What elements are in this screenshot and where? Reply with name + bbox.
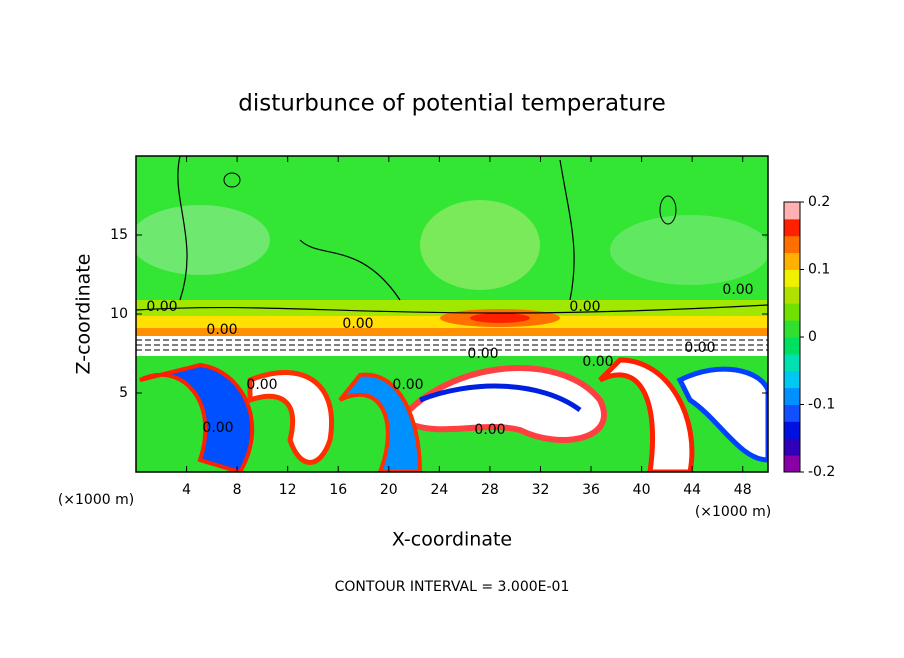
- contour-label: 0.00: [684, 340, 715, 356]
- field-swirl: [247, 370, 334, 465]
- contour-label: 0.00: [392, 377, 423, 393]
- field-swirl: [139, 362, 255, 472]
- colorbar-segment: [784, 286, 800, 304]
- colorbar-segment: [784, 438, 800, 456]
- colorbar-segment: [784, 235, 800, 254]
- field-swirl: [395, 364, 607, 443]
- field-swirl: [338, 372, 423, 472]
- contour-line: [223, 172, 241, 188]
- colorbar-segment: [784, 303, 800, 321]
- y-tick-label: 5: [119, 385, 128, 401]
- field: [136, 156, 768, 472]
- colorbar-segment: [784, 421, 800, 439]
- field-swirl: [419, 383, 582, 413]
- field-patch: [610, 215, 768, 285]
- contour-line: [177, 156, 575, 301]
- colorbar-tick-label: 0.1: [808, 262, 830, 278]
- x-tick-label: 32: [532, 482, 550, 498]
- footer: CONTOUR INTERVAL = 3.000E-01: [335, 579, 570, 595]
- field-band: [136, 300, 768, 318]
- colorbar-tick-label: -0.1: [808, 397, 835, 413]
- colorbar-segment: [784, 202, 800, 220]
- contour-label: 0.00: [246, 377, 277, 393]
- x-axis-label: X-coordinate: [392, 529, 512, 551]
- y-tick-label: 15: [110, 227, 128, 243]
- field-band: [136, 336, 768, 356]
- x-tick-label: 28: [481, 482, 499, 498]
- x-tick-label: 24: [430, 482, 448, 498]
- field-patch: [470, 313, 530, 323]
- x-unit-label: (×1000 m): [695, 504, 771, 520]
- x-tick-label: 48: [734, 482, 752, 498]
- contour-label: 0.00: [467, 346, 498, 362]
- x-unit-label: (×1000 m): [58, 492, 134, 508]
- x-tick-label: 20: [380, 482, 398, 498]
- colorbar-segment: [784, 337, 800, 355]
- contour-label: 0.00: [582, 354, 613, 370]
- colorbar-segment: [784, 269, 800, 287]
- colorbar-segment: [784, 320, 800, 338]
- field-band: [136, 328, 768, 336]
- colorbar-segment: [784, 370, 800, 389]
- y-axis-label: Z-coordinate: [73, 254, 95, 375]
- colorbar-segment: [784, 404, 800, 422]
- chart-title: disturbunce of potential temperature: [238, 91, 666, 117]
- contour-label: 0.00: [146, 299, 177, 315]
- x-tick-label: 36: [582, 482, 600, 498]
- colorbar-tick-label: 0.2: [808, 194, 830, 210]
- x-tick-label: 8: [233, 482, 242, 498]
- colorbar-tick-label: 0: [808, 329, 817, 345]
- contour-label: 0.00: [474, 422, 505, 438]
- field-swirl: [676, 366, 768, 463]
- contour-label: 0.00: [202, 420, 233, 436]
- colorbar-segment: [784, 218, 800, 237]
- colorbar-segment: [784, 455, 800, 473]
- colorbar-tick-label: -0.2: [808, 464, 835, 480]
- contour-label: 0.00: [722, 282, 753, 298]
- contour-line: [136, 339, 768, 351]
- contour-line: [136, 304, 768, 314]
- colorbar-segment: [784, 252, 800, 270]
- x-tick-label: 40: [633, 482, 651, 498]
- x-tick-label: 44: [683, 482, 701, 498]
- colorbar-segment: [784, 353, 800, 372]
- y-tick-label: 10: [110, 306, 128, 322]
- contour-line: [659, 195, 677, 225]
- contour-label: 0.00: [569, 299, 600, 315]
- field-patch: [136, 205, 270, 275]
- x-tick-label: 16: [329, 482, 347, 498]
- colorbar-segment: [784, 387, 800, 405]
- field-patch: [420, 200, 540, 290]
- contour-label: 0.00: [342, 316, 373, 332]
- contour-label: 0.00: [206, 322, 237, 338]
- x-tick-label: 4: [182, 482, 191, 498]
- x-tick-label: 12: [279, 482, 297, 498]
